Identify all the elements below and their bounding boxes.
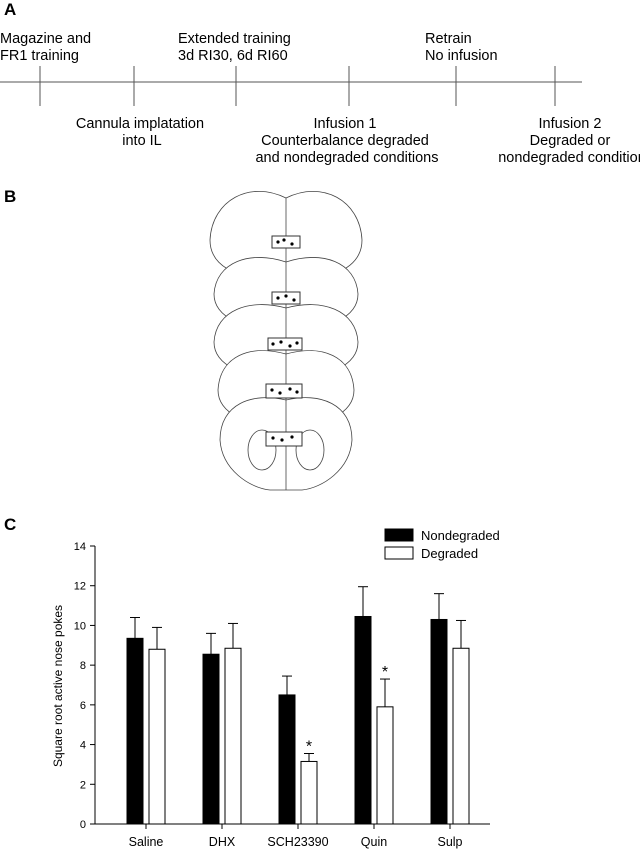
y-tick-label: 14 [74, 541, 86, 553]
x-tick-label: Quin [361, 835, 387, 849]
y-tick-label: 0 [80, 819, 86, 831]
bar [452, 647, 470, 825]
legend-swatch [384, 546, 414, 560]
bar [430, 618, 448, 825]
bar [376, 706, 394, 825]
placement-dots [270, 238, 299, 442]
timeline-label: Infusion 2 Degraded or nondegraded condi… [498, 116, 640, 166]
target-box [271, 291, 301, 305]
legend-label: Nondegraded [421, 528, 500, 543]
brain-sections [209, 190, 363, 491]
legend-label: Degraded [421, 546, 478, 561]
label-line: nondegraded condition [498, 150, 640, 166]
significance-marker: * [306, 739, 312, 756]
significance-marker: * [382, 664, 388, 681]
label-line: and nondegraded conditions [255, 150, 438, 166]
panel-label: B [4, 187, 16, 206]
label-line: Infusion 1 [314, 116, 377, 132]
target-box [265, 383, 303, 399]
label-line: No infusion [425, 48, 498, 64]
timeline-label: Retrain No infusion [425, 31, 498, 64]
bar [354, 615, 372, 825]
y-tick-label: 12 [74, 581, 86, 593]
y-axis-label: Square root active nose pokes [51, 605, 65, 767]
timeline-label: Magazine and FR1 training [0, 31, 95, 64]
timeline-label: Infusion 1 Counterbalance degraded and n… [255, 116, 438, 166]
timeline-label: Extended training 3d RI30, 6d RI60 [178, 31, 295, 64]
y-tick-label: 8 [80, 660, 86, 672]
label-line: Infusion 2 [539, 116, 602, 132]
bar [148, 648, 166, 825]
label-line: into IL [122, 133, 162, 149]
target-box [267, 337, 303, 351]
bar [126, 637, 144, 825]
timeline: Magazine and FR1 training Extended train… [0, 31, 640, 166]
label-line: Degraded or [530, 133, 611, 149]
y-tick-label: 10 [74, 620, 86, 632]
y-tick-label: 6 [80, 700, 86, 712]
label-line: Magazine and [0, 31, 91, 47]
x-tick-label: DHX [209, 835, 236, 849]
panel-label: A [4, 0, 16, 19]
target-box [265, 431, 303, 447]
y-tick-label: 4 [80, 740, 86, 752]
x-tick-label: Saline [129, 835, 164, 849]
bar [224, 647, 242, 825]
x-tick-label: Sulp [437, 835, 462, 849]
bar [202, 653, 220, 825]
x-tick-label: SCH23390 [267, 835, 328, 849]
label-line: 3d RI30, 6d RI60 [178, 48, 288, 64]
bar [278, 694, 296, 825]
y-tick-label: 2 [80, 779, 86, 791]
target-box [271, 235, 301, 249]
label-line: FR1 training [0, 48, 79, 64]
structure [295, 429, 325, 471]
timeline-label: Cannula implatation into IL [76, 116, 208, 149]
label-line: Counterbalance degraded [261, 133, 429, 149]
panel-label: C [4, 515, 16, 534]
legend-swatch [384, 528, 414, 542]
label-line: Retrain [425, 31, 472, 47]
label-line: Cannula implatation [76, 116, 204, 132]
bar [300, 760, 318, 825]
label-line: Extended training [178, 31, 291, 47]
